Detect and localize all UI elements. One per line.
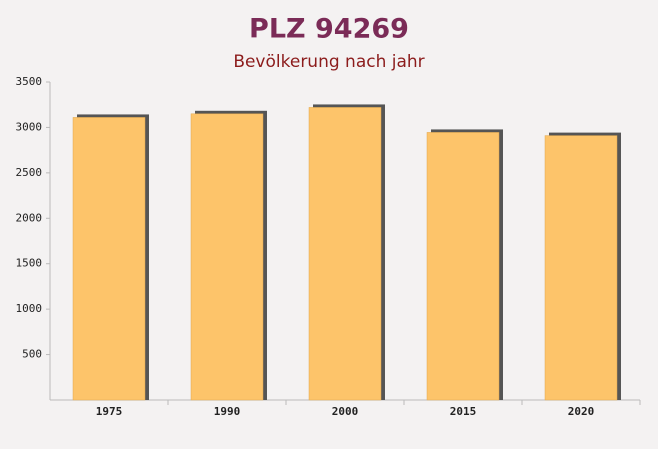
y-tick-label: 3000 — [16, 120, 43, 133]
y-tick-label: 500 — [22, 348, 42, 361]
y-tick-label: 2500 — [16, 166, 43, 179]
chart-title: PLZ 94269 — [249, 14, 409, 45]
bar — [72, 117, 146, 401]
bar — [426, 132, 500, 401]
y-tick-label: 1000 — [16, 302, 43, 315]
x-tick-label: 2015 — [450, 405, 477, 418]
x-tick-label: 1975 — [96, 405, 123, 418]
x-tick-label: 2000 — [332, 405, 359, 418]
x-tick-label: 2020 — [568, 405, 595, 418]
y-tick-label: 3500 — [16, 75, 43, 88]
x-tick-label: 1990 — [214, 405, 241, 418]
y-tick-label: 2000 — [16, 211, 43, 224]
chart-subtitle: Bevölkerung nach jahr — [233, 52, 424, 72]
bar — [544, 135, 618, 401]
bar — [190, 113, 264, 401]
y-tick-label: 1500 — [16, 257, 43, 270]
bar — [308, 107, 382, 401]
